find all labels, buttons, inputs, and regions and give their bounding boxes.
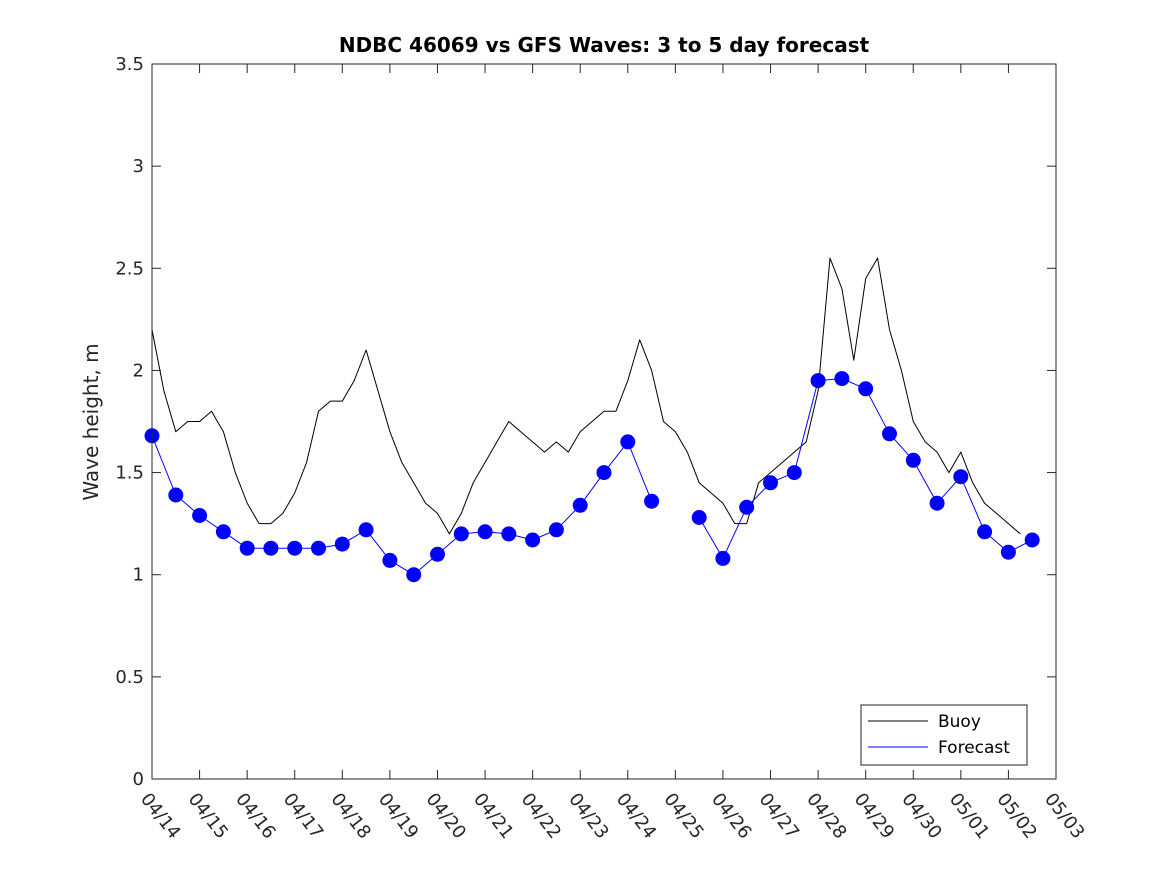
- y-tick-label-1: 0.5: [115, 667, 144, 688]
- forecast-point-11: [406, 567, 422, 583]
- forecast-point-19: [596, 465, 612, 481]
- y-tick-label-7: 3.5: [115, 54, 144, 75]
- chart-title: NDBC 46069 vs GFS Waves: 3 to 5 day fore…: [339, 33, 870, 57]
- legend-label-forecast: Forecast: [938, 738, 1010, 758]
- forecast-point-8: [334, 536, 350, 552]
- legend-label-buoy: Buoy: [938, 712, 981, 732]
- forecast-point-30: [858, 381, 874, 397]
- forecast-point-5: [263, 540, 279, 556]
- legend-box: [860, 704, 1028, 766]
- forecast-point-2: [192, 508, 208, 523]
- forecast-point-9: [358, 522, 374, 538]
- forecast-point-20: [620, 434, 636, 450]
- plot-area: [152, 64, 1056, 779]
- forecast-point-1: [168, 487, 184, 503]
- forecast-point-27: [786, 465, 802, 481]
- forecast-point-15: [501, 526, 517, 542]
- plot-frame: [151, 63, 1057, 780]
- forecast-point-35: [977, 524, 993, 540]
- forecast-point-29: [834, 371, 850, 387]
- forecast-point-31: [882, 426, 897, 442]
- forecast-point-13: [453, 526, 469, 542]
- forecast-point-6: [287, 540, 303, 556]
- forecast-point-34: [953, 469, 969, 485]
- y-tick-label-5: 2.5: [115, 258, 144, 279]
- forecast-point-23: [691, 510, 707, 525]
- forecast-point-7: [311, 540, 326, 556]
- y-axis-label: Wave height, m: [79, 343, 103, 500]
- forecast-point-21: [644, 493, 660, 509]
- forecast-point-14: [477, 524, 493, 540]
- forecast-point-10: [382, 552, 398, 568]
- y-tick-label-2: 1: [133, 565, 144, 586]
- forecast-point-25: [739, 499, 755, 515]
- forecast-point-36: [1000, 544, 1016, 560]
- series-line-buoy: [151, 257, 1021, 535]
- y-tick-label-6: 3: [133, 156, 144, 177]
- y-axis: 0 0.5 1 1.5 2 2.5 3 3.5: [115, 54, 1056, 790]
- y-tick-label-3: 1.5: [115, 463, 144, 484]
- forecast-point-37: [1024, 532, 1040, 548]
- forecast-point-28: [810, 373, 826, 389]
- forecast-point-12: [430, 546, 445, 562]
- forecast-point-24: [715, 550, 731, 566]
- legend: Buoy Forecast: [860, 704, 1028, 766]
- forecast-point-16: [525, 532, 541, 548]
- y-tick-label-0: 0: [133, 769, 144, 790]
- forecast-point-18: [572, 497, 588, 513]
- forecast-point-4: [239, 540, 255, 556]
- forecast-point-26: [763, 475, 778, 491]
- forecast-point-3: [215, 524, 231, 540]
- forecast-point-33: [929, 495, 945, 511]
- forecast-point-17: [548, 522, 564, 538]
- forecast-point-32: [905, 452, 921, 468]
- plot-lines: [144, 257, 1040, 583]
- y-tick-label-4: 2: [133, 360, 144, 381]
